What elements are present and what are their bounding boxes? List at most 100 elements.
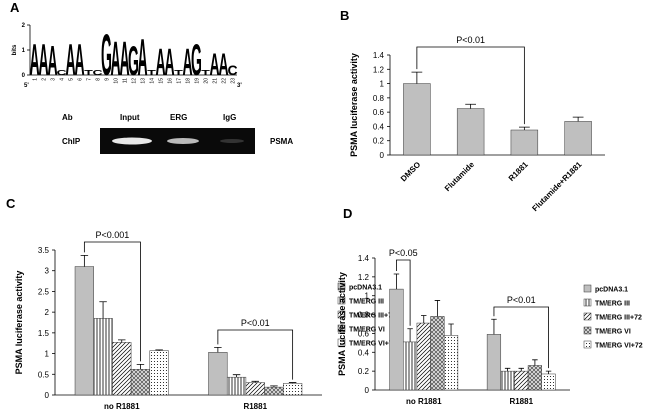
x-tick-label: no R1881 xyxy=(104,402,140,411)
position-label: 16 xyxy=(168,78,174,84)
bar xyxy=(264,386,284,396)
bar xyxy=(112,342,132,396)
y-tick-label: 0.2 xyxy=(358,367,370,376)
logo-letter: T xyxy=(201,69,210,76)
logo-end: 5' xyxy=(24,83,29,89)
y-tick-label: 3.5 xyxy=(38,246,50,255)
error-bar xyxy=(270,385,278,388)
logo-letter: G xyxy=(101,23,112,89)
logo-letter: A xyxy=(29,36,39,86)
error-bar xyxy=(407,328,413,342)
error-bar xyxy=(518,367,524,372)
legend-swatch xyxy=(337,296,346,305)
error-bar xyxy=(519,126,530,130)
y-tick-label: 1 xyxy=(380,80,385,89)
position-label: 22 xyxy=(222,78,228,84)
y-tick-label: 3 xyxy=(45,267,50,276)
logo-letter: C xyxy=(227,62,237,78)
error-bar xyxy=(448,323,454,336)
axis-label: PSMA luciferase activity xyxy=(337,272,347,376)
error-bar xyxy=(421,315,427,324)
legend-label: pcDNA3.1 xyxy=(595,287,628,294)
legend-swatch xyxy=(337,310,346,319)
y-tick-label: 0.2 xyxy=(373,137,385,146)
y-tick-label: 1.4 xyxy=(373,51,385,60)
position-label: 1 xyxy=(33,78,39,81)
logo-letter: A xyxy=(47,37,57,84)
logo-letter: A xyxy=(38,36,48,86)
position-label: 19 xyxy=(195,78,201,84)
x-tick-label: Flutamide+R1881 xyxy=(530,160,583,213)
bracket xyxy=(396,259,411,326)
error-bar xyxy=(572,116,584,122)
bar xyxy=(430,316,445,391)
position-label: 5 xyxy=(69,78,75,81)
bar xyxy=(389,288,404,391)
legend-swatch xyxy=(583,312,592,321)
gel-band xyxy=(167,138,199,144)
y-tick-label: 1.2 xyxy=(358,273,370,282)
gel-lane: ERG xyxy=(170,113,187,122)
gel-lane: Input xyxy=(120,113,140,122)
legend-swatch xyxy=(583,284,592,293)
legend-swatch xyxy=(337,282,346,291)
y-tick-label: 1 xyxy=(365,292,370,301)
bar xyxy=(130,369,151,396)
position-label: 20 xyxy=(204,78,210,84)
x-tick-label: R1881 xyxy=(507,160,530,183)
annotation: P<0.01 xyxy=(456,35,485,45)
gel-target: PSMA xyxy=(270,137,293,146)
error-bar xyxy=(465,103,476,109)
error-bar xyxy=(532,359,538,366)
panel-label: D xyxy=(343,206,352,221)
axis-label: PSMA luciferase activity xyxy=(14,271,24,375)
gel-lane: IgG xyxy=(223,113,236,122)
logo-letter: A xyxy=(74,36,84,86)
annotation: P<0.05 xyxy=(389,248,418,258)
error-bar xyxy=(136,363,145,370)
logo-letter: A xyxy=(65,36,75,86)
bar xyxy=(149,350,169,396)
bar xyxy=(527,365,542,391)
y-tick-label: 0 xyxy=(22,73,26,79)
y-tick-label: 0 xyxy=(380,151,385,160)
bar xyxy=(510,129,539,156)
legend-swatch xyxy=(583,340,592,349)
y-tick-label: 2.5 xyxy=(38,287,50,296)
legend-swatch xyxy=(583,326,592,335)
error-bar xyxy=(80,254,89,267)
logo-letter: A xyxy=(137,30,147,87)
bar xyxy=(226,376,247,396)
y-tick-label: 0 xyxy=(45,391,50,400)
legend-label: TM/ERG III xyxy=(349,299,384,306)
error-bar xyxy=(491,318,497,335)
logo-letter: A xyxy=(164,42,174,84)
y-tick-label: 0.8 xyxy=(373,94,385,103)
logo-letter: A xyxy=(110,32,120,86)
position-label: 12 xyxy=(132,78,138,84)
bracket xyxy=(83,241,141,362)
bracket xyxy=(217,329,294,380)
error-bar xyxy=(214,346,222,353)
x-tick-label: DMSO xyxy=(399,160,422,183)
axis-label: PSMA luciferase activity xyxy=(349,53,359,157)
logo-letter: A xyxy=(182,42,192,84)
bar xyxy=(283,383,303,396)
annotation: P<0.001 xyxy=(96,230,130,240)
y-tick-label: 1.5 xyxy=(38,329,50,338)
legend-label: TM/ERG III+72 xyxy=(349,313,396,320)
y-tick-label: 0.8 xyxy=(358,311,370,320)
x-tick-label: Flutamide xyxy=(443,160,476,193)
error-bar xyxy=(232,374,241,378)
position-label: 6 xyxy=(78,78,84,81)
logo-letter: A xyxy=(155,42,165,84)
gel-band xyxy=(112,137,152,145)
gel-band xyxy=(220,139,244,143)
position-label: 7 xyxy=(87,78,93,81)
error-bar xyxy=(504,367,511,372)
y-tick-label: 1 xyxy=(22,48,26,54)
bar xyxy=(93,318,113,396)
bar xyxy=(208,352,228,396)
gel-header: Ab xyxy=(62,113,73,122)
